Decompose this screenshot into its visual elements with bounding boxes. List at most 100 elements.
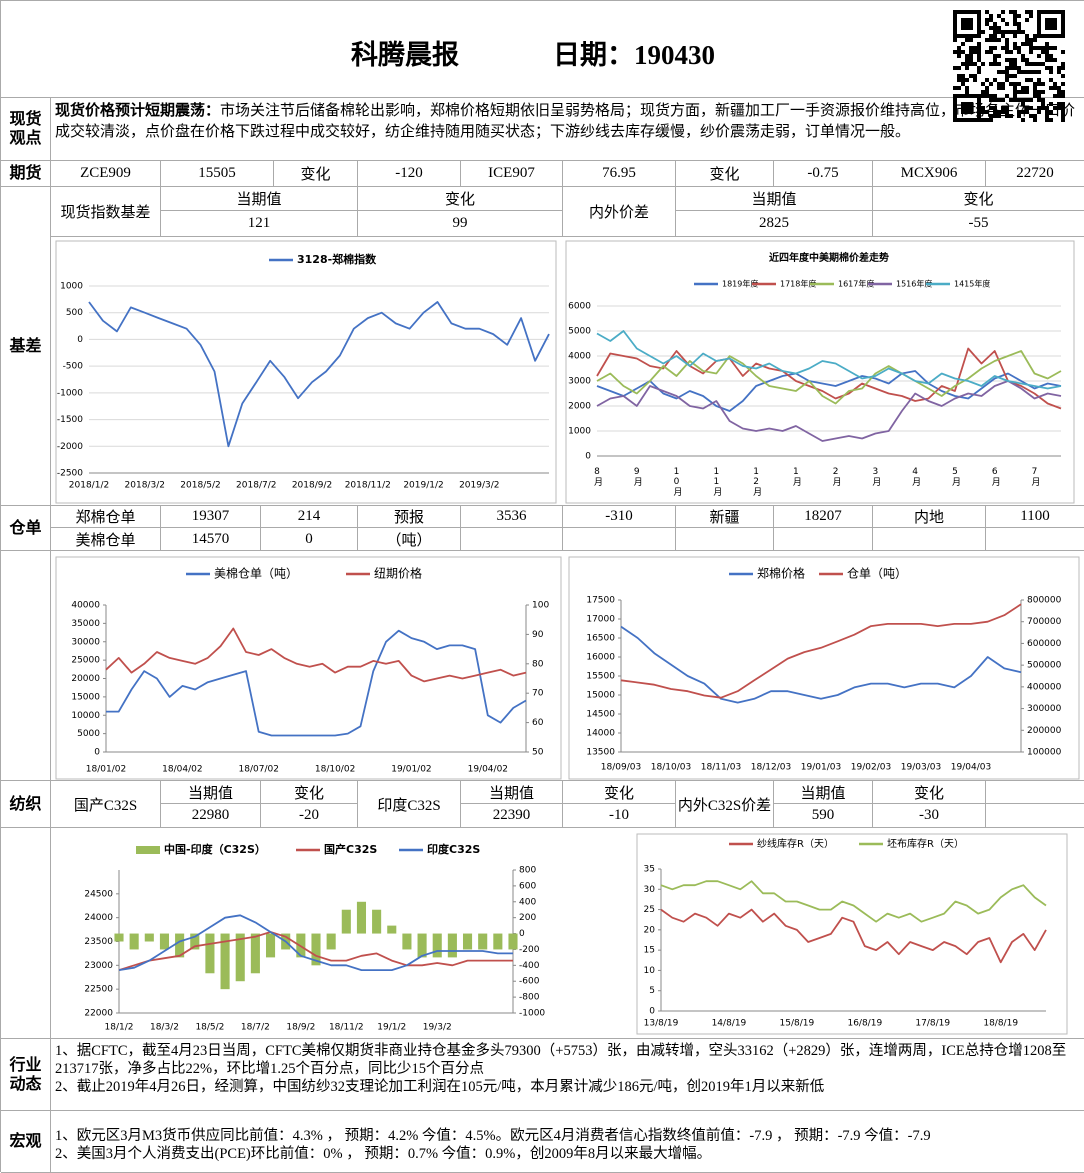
table-cell: 内地 xyxy=(873,506,986,528)
section-label: 期货 xyxy=(1,161,51,187)
table-cell: 15505 xyxy=(161,161,274,187)
section-label: 宏观 xyxy=(1,1111,51,1173)
cell-text: 121 xyxy=(247,215,271,231)
cell-frame xyxy=(1,1,1084,98)
cell-text: -55 xyxy=(968,215,989,231)
table-cell: 当期值 xyxy=(161,187,358,211)
cell-text: 基差 xyxy=(9,337,42,355)
table-cell: 22980 xyxy=(161,804,261,828)
table-cell: 变化 xyxy=(261,781,358,804)
cell-text: 变化 xyxy=(709,167,740,183)
macro-item: 1、欧元区3月M3货币供应同比前值：4.3% ， 预期：4.2% 今值：4.5%… xyxy=(55,1128,931,1144)
table-cell: 14570 xyxy=(161,528,261,551)
cell-text: 仓单 xyxy=(9,519,42,537)
table-cell: -310 xyxy=(563,506,676,528)
cell-text: -120 xyxy=(395,165,423,181)
table-cell: 变化 xyxy=(274,161,358,187)
cell-text: ICE907 xyxy=(488,165,535,181)
cell-text: ZCE909 xyxy=(80,165,131,181)
cell-text: 美棉仓单 xyxy=(75,532,136,549)
cell-text: 期货 xyxy=(9,165,42,182)
cell-text: 变化 xyxy=(963,192,994,208)
section-label: 仓单 xyxy=(1,506,51,551)
cell-text: 15505 xyxy=(198,165,236,181)
table-cell: -120 xyxy=(358,161,461,187)
table-cell: -10 xyxy=(563,804,676,828)
section-label: 基差 xyxy=(1,187,51,506)
cell-text: 内外价差 xyxy=(588,205,649,221)
table-cell: -30 xyxy=(873,804,986,828)
cell-frame xyxy=(461,528,563,551)
table-cell: （吨） xyxy=(358,528,461,551)
table-cell: 当期值 xyxy=(161,781,261,804)
table-cell: ICE907 xyxy=(461,161,563,187)
cell-text: 内外C32S价差 xyxy=(677,797,772,814)
cell-text: 0 xyxy=(305,530,313,547)
table-cell: 76.95 xyxy=(563,161,676,187)
cell-text: -10 xyxy=(609,807,629,823)
cell-text: 纺织 xyxy=(9,795,42,813)
cell-text: 当期值 xyxy=(187,785,233,802)
table-cell: 99 xyxy=(358,211,563,237)
spot-view: 现货价格预计短期震荡：市场关注节后储备棉轮出影响，郑棉价格短期依旧呈弱势格局；现… xyxy=(51,98,1084,161)
table-cell: 郑棉仓单 xyxy=(51,506,161,528)
cell-text: MCX906 xyxy=(900,165,958,181)
table-cell: 变化 xyxy=(563,781,676,804)
cell-frame xyxy=(51,828,1084,1039)
cell-text: 郑棉仓单 xyxy=(75,510,136,526)
report-date: 日期：190430 xyxy=(553,40,715,70)
cell-text: 当期值 xyxy=(236,192,282,208)
cell-frame xyxy=(51,551,1084,781)
table-cell: 1100 xyxy=(986,506,1084,528)
table-cell: 当期值 xyxy=(676,187,873,211)
industry-news: 1、据CFTC，截至4月23日当周，CFTC美棉仅期货非商业持仓基金多头7930… xyxy=(51,1039,1084,1111)
table-cell: 590 xyxy=(774,804,873,828)
cell-text: 22390 xyxy=(492,807,531,823)
cell-frame xyxy=(986,781,1084,804)
cell-text: 现货观点 xyxy=(9,111,42,147)
table-cell: 2825 xyxy=(676,211,873,237)
spot-text: 市场关注节后储备棉轮出影响，郑棉价格短期依旧呈弱势格局；现货方面，新疆加工厂一手… xyxy=(55,103,1076,140)
table-cell: 当期值 xyxy=(461,781,563,804)
table-cell: MCX906 xyxy=(873,161,986,187)
cell-text: 变化 xyxy=(444,192,475,208)
table-cell: ZCE909 xyxy=(51,161,161,187)
cell-text: 1100 xyxy=(1020,508,1050,524)
cell-text: 18207 xyxy=(804,508,842,524)
table-cell: 19307 xyxy=(161,506,261,528)
table-cell: -20 xyxy=(261,804,358,828)
cell-text: 14570 xyxy=(191,530,230,547)
cell-text: -30 xyxy=(919,807,939,823)
table-cell: 预报 xyxy=(358,506,461,528)
table-cell: 3536 xyxy=(461,506,563,528)
cell-text: 590 xyxy=(811,807,835,823)
section-label: 行业动态 xyxy=(1,1039,51,1111)
cell-text: 99 xyxy=(452,215,468,231)
cell-text: 22980 xyxy=(191,807,230,823)
cell-text: -20 xyxy=(299,807,319,823)
cell-text: 现货指数基差 xyxy=(60,205,151,221)
table-cell: 当期值 xyxy=(774,781,873,804)
cell-text: 214 xyxy=(297,508,321,524)
cell-text: 印度C32S xyxy=(377,797,441,814)
cell-text: 宏观 xyxy=(9,1133,42,1150)
cell-frame xyxy=(873,528,986,551)
cell-text: 2825 xyxy=(759,215,789,231)
table-cell: 新疆 xyxy=(676,506,774,528)
cell-text: -0.75 xyxy=(807,165,839,181)
cell-frame xyxy=(774,528,873,551)
cell-text: 变化 xyxy=(603,785,634,802)
cell-text: 19307 xyxy=(191,508,230,524)
cell-text: 变化 xyxy=(293,785,324,802)
cell-text: 当期值 xyxy=(488,785,534,802)
table-cell: 内外C32S价差 xyxy=(676,781,774,828)
cell-text: 当期值 xyxy=(800,785,846,802)
table-cell: 0 xyxy=(261,528,358,551)
cell-frame xyxy=(986,804,1084,828)
cell-frame xyxy=(676,528,774,551)
cell-text: 国产C32S xyxy=(73,797,138,814)
cell-text: （吨） xyxy=(386,532,432,549)
table-cell: 内外价差 xyxy=(563,187,676,237)
cell-text: -310 xyxy=(605,508,633,524)
cell-text: 预报 xyxy=(393,510,424,526)
